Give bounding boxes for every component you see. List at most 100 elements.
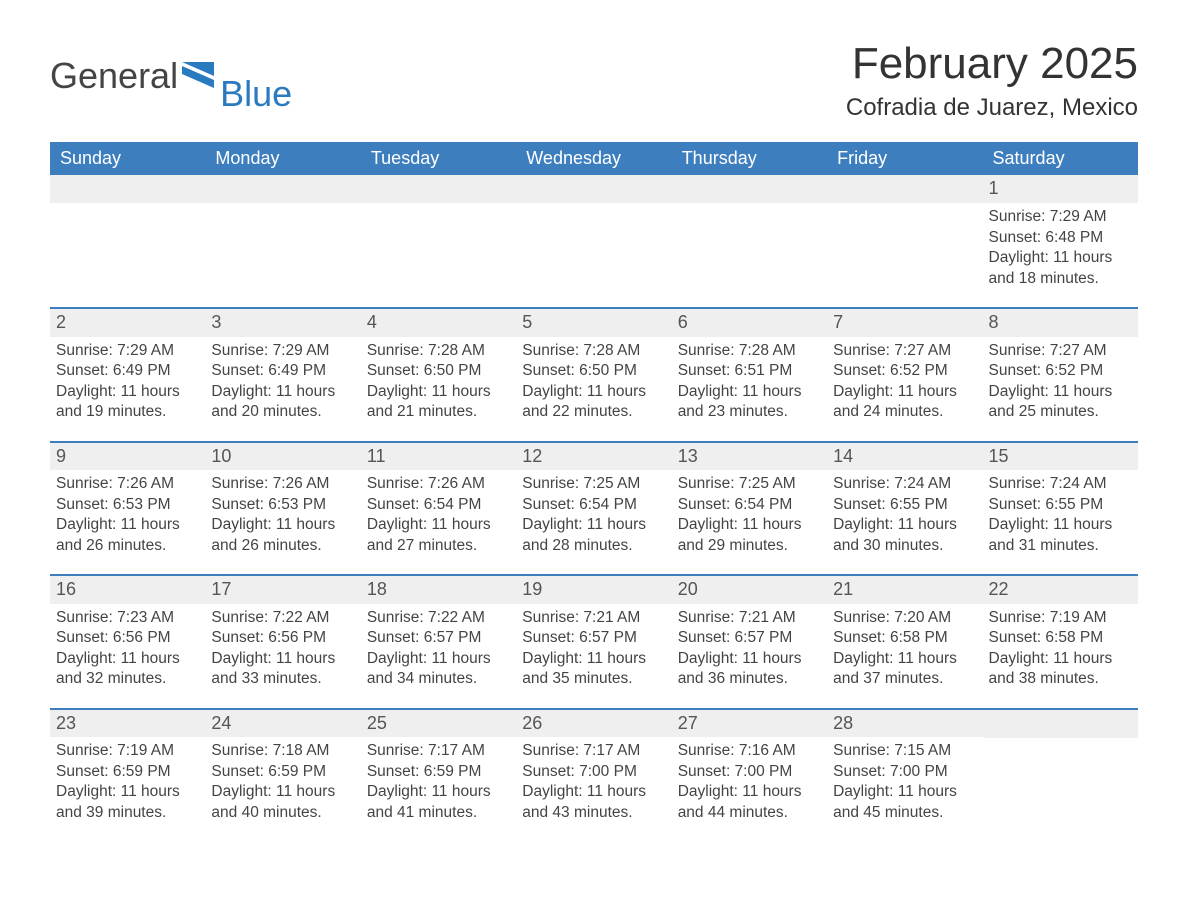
- calendar-day-cell: 21Sunrise: 7:20 AMSunset: 6:58 PMDayligh…: [827, 575, 982, 709]
- title-block: February 2025 Cofradia de Juarez, Mexico: [846, 40, 1138, 136]
- calendar-table: SundayMondayTuesdayWednesdayThursdayFrid…: [50, 142, 1138, 841]
- day-number: 24: [205, 710, 360, 738]
- calendar-day-cell: 13Sunrise: 7:25 AMSunset: 6:54 PMDayligh…: [672, 442, 827, 576]
- sunrise-line: Sunrise: 7:26 AM: [367, 474, 508, 494]
- sunset-line: Sunset: 6:48 PM: [989, 228, 1130, 248]
- calendar-day-cell: 5Sunrise: 7:28 AMSunset: 6:50 PMDaylight…: [516, 308, 671, 442]
- day-number: 8: [983, 309, 1138, 337]
- daylight-line: Daylight: 11 hours and 25 minutes.: [989, 382, 1130, 423]
- day-header: Saturday: [983, 142, 1138, 175]
- daylight-line: Daylight: 11 hours and 26 minutes.: [56, 515, 197, 556]
- calendar-day-cell: 4Sunrise: 7:28 AMSunset: 6:50 PMDaylight…: [361, 308, 516, 442]
- sunrise-line: Sunrise: 7:17 AM: [367, 741, 508, 761]
- sunset-line: Sunset: 6:52 PM: [833, 361, 974, 381]
- daylight-line: Daylight: 11 hours and 45 minutes.: [833, 782, 974, 823]
- day-number: 18: [361, 576, 516, 604]
- calendar-day-cell: 27Sunrise: 7:16 AMSunset: 7:00 PMDayligh…: [672, 709, 827, 842]
- calendar-day-cell: 19Sunrise: 7:21 AMSunset: 6:57 PMDayligh…: [516, 575, 671, 709]
- daylight-line: Daylight: 11 hours and 22 minutes.: [522, 382, 663, 423]
- daylight-line: Daylight: 11 hours and 37 minutes.: [833, 649, 974, 690]
- calendar-day-cell: 2Sunrise: 7:29 AMSunset: 6:49 PMDaylight…: [50, 308, 205, 442]
- day-number: 1: [983, 175, 1138, 203]
- sunrise-line: Sunrise: 7:25 AM: [522, 474, 663, 494]
- sunset-line: Sunset: 6:53 PM: [211, 495, 352, 515]
- sunset-line: Sunset: 6:52 PM: [989, 361, 1130, 381]
- day-number: 17: [205, 576, 360, 604]
- sunrise-line: Sunrise: 7:21 AM: [678, 608, 819, 628]
- sunrise-line: Sunrise: 7:20 AM: [833, 608, 974, 628]
- daylight-line: Daylight: 11 hours and 38 minutes.: [989, 649, 1130, 690]
- day-number: 21: [827, 576, 982, 604]
- day-number: 13: [672, 443, 827, 471]
- day-header: Monday: [205, 142, 360, 175]
- sunrise-line: Sunrise: 7:23 AM: [56, 608, 197, 628]
- sunset-line: Sunset: 6:57 PM: [678, 628, 819, 648]
- daylight-line: Daylight: 11 hours and 44 minutes.: [678, 782, 819, 823]
- sunrise-line: Sunrise: 7:24 AM: [833, 474, 974, 494]
- calendar-day-cell: [672, 175, 827, 308]
- calendar-day-cell: 14Sunrise: 7:24 AMSunset: 6:55 PMDayligh…: [827, 442, 982, 576]
- sunrise-line: Sunrise: 7:28 AM: [522, 341, 663, 361]
- calendar-week-row: 23Sunrise: 7:19 AMSunset: 6:59 PMDayligh…: [50, 709, 1138, 842]
- sunset-line: Sunset: 6:58 PM: [989, 628, 1130, 648]
- calendar-day-cell: 11Sunrise: 7:26 AMSunset: 6:54 PMDayligh…: [361, 442, 516, 576]
- sunset-line: Sunset: 6:49 PM: [56, 361, 197, 381]
- sunset-line: Sunset: 7:00 PM: [678, 762, 819, 782]
- calendar-day-cell: [50, 175, 205, 308]
- sunrise-line: Sunrise: 7:26 AM: [211, 474, 352, 494]
- calendar-day-cell: [516, 175, 671, 308]
- day-header: Tuesday: [361, 142, 516, 175]
- day-number: 4: [361, 309, 516, 337]
- sunset-line: Sunset: 6:56 PM: [56, 628, 197, 648]
- calendar-day-cell: [361, 175, 516, 308]
- calendar-day-cell: 26Sunrise: 7:17 AMSunset: 7:00 PMDayligh…: [516, 709, 671, 842]
- sunrise-line: Sunrise: 7:22 AM: [211, 608, 352, 628]
- day-number: 15: [983, 443, 1138, 471]
- sunrise-line: Sunrise: 7:16 AM: [678, 741, 819, 761]
- daylight-line: Daylight: 11 hours and 34 minutes.: [367, 649, 508, 690]
- sunrise-line: Sunrise: 7:27 AM: [989, 341, 1130, 361]
- daylight-line: Daylight: 11 hours and 24 minutes.: [833, 382, 974, 423]
- calendar-day-cell: 3Sunrise: 7:29 AMSunset: 6:49 PMDaylight…: [205, 308, 360, 442]
- day-number: [50, 175, 205, 203]
- calendar-day-cell: 12Sunrise: 7:25 AMSunset: 6:54 PMDayligh…: [516, 442, 671, 576]
- calendar-day-cell: 7Sunrise: 7:27 AMSunset: 6:52 PMDaylight…: [827, 308, 982, 442]
- daylight-line: Daylight: 11 hours and 20 minutes.: [211, 382, 352, 423]
- calendar-day-cell: 8 Sunrise: 7:27 AMSunset: 6:52 PMDaylight…: [983, 308, 1138, 442]
- calendar-day-cell: [205, 175, 360, 308]
- day-number: 9: [50, 443, 205, 471]
- calendar-day-cell: 1Sunrise: 7:29 AMSunset: 6:48 PMDaylight…: [983, 175, 1138, 308]
- calendar-day-cell: 23Sunrise: 7:19 AMSunset: 6:59 PMDayligh…: [50, 709, 205, 842]
- daylight-line: Daylight: 11 hours and 30 minutes.: [833, 515, 974, 556]
- calendar-week-row: 9Sunrise: 7:26 AMSunset: 6:53 PMDaylight…: [50, 442, 1138, 576]
- sunset-line: Sunset: 6:56 PM: [211, 628, 352, 648]
- calendar-day-cell: 22Sunrise: 7:19 AMSunset: 6:58 PMDayligh…: [983, 575, 1138, 709]
- sunset-line: Sunset: 6:50 PM: [522, 361, 663, 381]
- day-number: 10: [205, 443, 360, 471]
- day-number: 14: [827, 443, 982, 471]
- day-number: [205, 175, 360, 203]
- calendar-day-cell: 20Sunrise: 7:21 AMSunset: 6:57 PMDayligh…: [672, 575, 827, 709]
- day-number: 11: [361, 443, 516, 471]
- sunrise-line: Sunrise: 7:17 AM: [522, 741, 663, 761]
- sunset-line: Sunset: 6:54 PM: [522, 495, 663, 515]
- calendar-day-cell: 17Sunrise: 7:22 AMSunset: 6:56 PMDayligh…: [205, 575, 360, 709]
- daylight-line: Daylight: 11 hours and 23 minutes.: [678, 382, 819, 423]
- calendar-day-cell: 9Sunrise: 7:26 AMSunset: 6:53 PMDaylight…: [50, 442, 205, 576]
- calendar-day-cell: 6Sunrise: 7:28 AMSunset: 6:51 PMDaylight…: [672, 308, 827, 442]
- calendar-day-cell: 24Sunrise: 7:18 AMSunset: 6:59 PMDayligh…: [205, 709, 360, 842]
- daylight-line: Daylight: 11 hours and 19 minutes.: [56, 382, 197, 423]
- day-number: 3: [205, 309, 360, 337]
- sunset-line: Sunset: 6:55 PM: [989, 495, 1130, 515]
- sunrise-line: Sunrise: 7:15 AM: [833, 741, 974, 761]
- sunset-line: Sunset: 6:49 PM: [211, 361, 352, 381]
- day-number: [672, 175, 827, 203]
- calendar-day-cell: 16Sunrise: 7:23 AMSunset: 6:56 PMDayligh…: [50, 575, 205, 709]
- day-header: Wednesday: [516, 142, 671, 175]
- sunrise-line: Sunrise: 7:29 AM: [56, 341, 197, 361]
- calendar-week-row: 16Sunrise: 7:23 AMSunset: 6:56 PMDayligh…: [50, 575, 1138, 709]
- calendar-page: General Blue February 2025 Cofradia de J…: [0, 0, 1188, 901]
- logo-word-2: Blue: [220, 76, 292, 112]
- day-number: 7: [827, 309, 982, 337]
- sunset-line: Sunset: 6:54 PM: [367, 495, 508, 515]
